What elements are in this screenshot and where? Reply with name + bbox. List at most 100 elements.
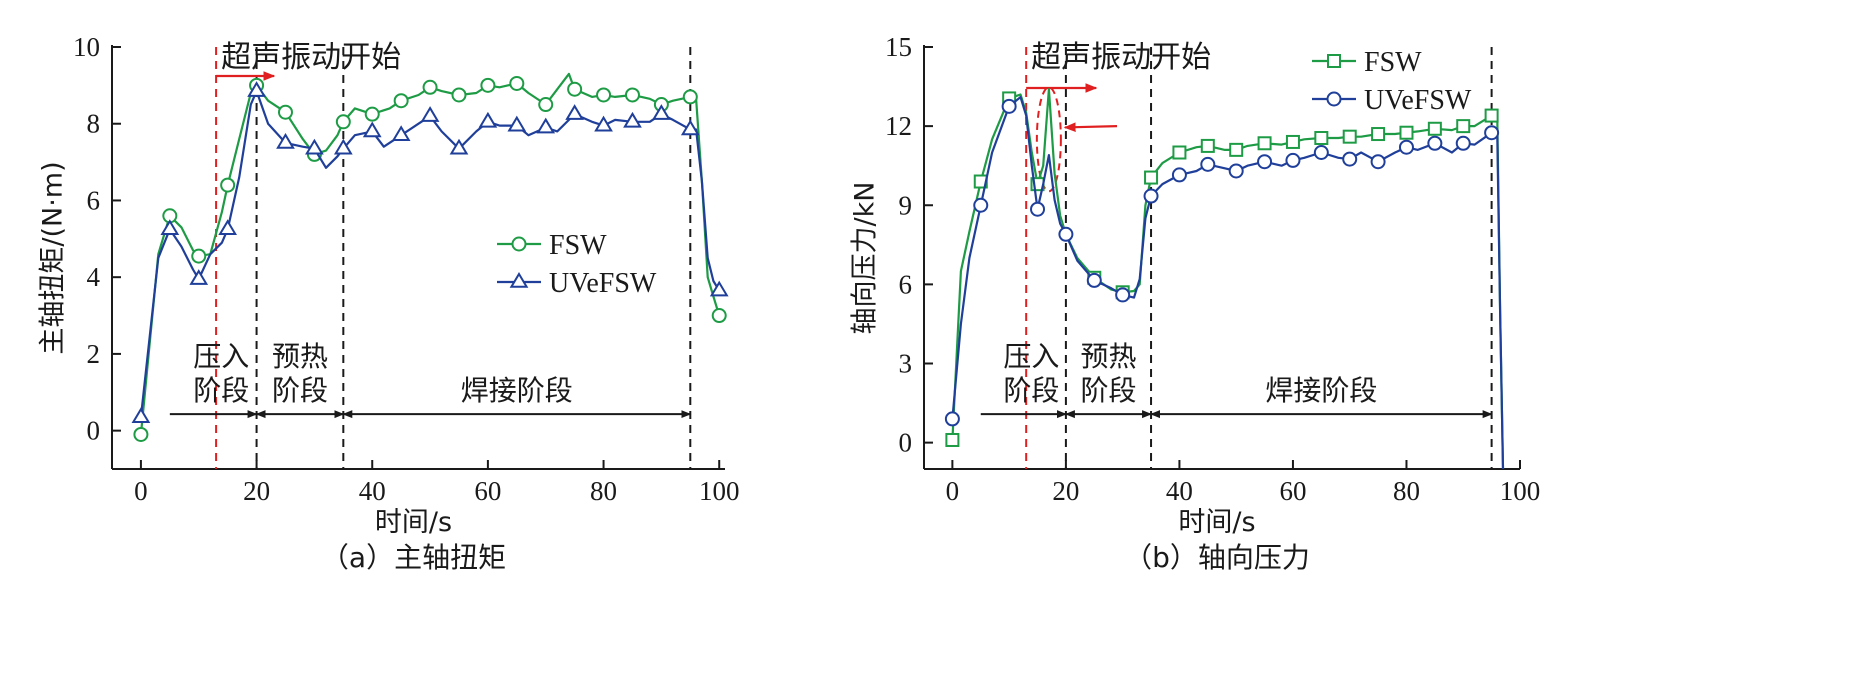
a-ultrasonic-start-text: 超声振动开始 bbox=[221, 40, 401, 75]
a-marker-fsw bbox=[451, 87, 467, 103]
b-marker-fsw bbox=[1371, 127, 1386, 142]
b-marker-uvefsw bbox=[1398, 139, 1414, 155]
a-marker-fsw bbox=[364, 106, 380, 122]
a-marker-fsw bbox=[624, 87, 640, 103]
a-marker-uvefsw bbox=[362, 121, 382, 138]
a-y-tick-label: 10 bbox=[73, 32, 100, 62]
a-marker-fsw bbox=[480, 77, 496, 93]
a-marker-fsw bbox=[596, 87, 612, 103]
a-x-tick-label: 40 bbox=[359, 476, 386, 506]
b-y-axis-label: 轴向压力/kN bbox=[850, 182, 881, 335]
b-marker-fsw bbox=[1257, 136, 1272, 151]
b-y-tick-label: 9 bbox=[899, 190, 913, 220]
b-stage-label-line2: 阶段 bbox=[1003, 374, 1059, 407]
a-x-tick-label: 60 bbox=[474, 476, 501, 506]
b-marker-uvefsw bbox=[1001, 98, 1017, 114]
a-y-tick-label: 0 bbox=[87, 416, 101, 446]
a-marker-uvefsw bbox=[420, 106, 440, 122]
b-marker-fsw bbox=[1427, 121, 1442, 136]
a-marker-fsw bbox=[191, 248, 207, 264]
b-marker-uvefsw bbox=[1455, 135, 1471, 151]
a-marker-fsw bbox=[277, 104, 293, 120]
a-y-tick-label: 8 bbox=[87, 109, 101, 139]
a-marker-uvefsw bbox=[507, 115, 527, 132]
b-marker-uvefsw bbox=[1342, 151, 1358, 167]
a-legend-marker-fsw bbox=[511, 236, 527, 252]
b-marker-uvefsw bbox=[1171, 167, 1187, 183]
b-stage-label-line1: 预热 bbox=[1080, 340, 1136, 373]
chart-a-torque: 0 20 40 60 80 100 0 2 4 6 8 10 时间/s 主轴扭矩/(N·m) （a）主轴扭矩… bbox=[38, 32, 740, 574]
a-marker-uvefsw bbox=[652, 104, 671, 120]
a-marker-fsw bbox=[682, 89, 698, 105]
b-x-tick-label: 100 bbox=[1500, 476, 1541, 506]
b-legend-label-fsw: FSW bbox=[1364, 47, 1422, 78]
a-marker-uvefsw bbox=[449, 138, 469, 155]
a-marker-uvefsw bbox=[218, 219, 238, 236]
a-x-tick-label: 20 bbox=[243, 476, 270, 506]
b-marker-uvefsw bbox=[1427, 135, 1443, 151]
b-legend-marker-fsw bbox=[1327, 54, 1341, 68]
b-marker-fsw bbox=[1342, 129, 1357, 144]
b-x-tick-label: 60 bbox=[1279, 476, 1306, 506]
b-peak-highlight-ellipse bbox=[1035, 86, 1062, 193]
a-marker-fsw bbox=[133, 426, 149, 442]
b-marker-fsw bbox=[1200, 138, 1215, 153]
b-x-tick-label: 0 bbox=[946, 476, 960, 506]
a-marker-fsw bbox=[335, 114, 351, 130]
b-marker-uvefsw bbox=[973, 197, 989, 213]
b-marker-uvefsw bbox=[1228, 163, 1244, 179]
b-marker-uvefsw bbox=[1143, 188, 1159, 204]
b-marker-uvefsw bbox=[1030, 201, 1046, 217]
a-x-tick-label: 100 bbox=[699, 476, 740, 506]
a-marker-uvefsw bbox=[709, 280, 729, 297]
b-marker-fsw bbox=[1229, 142, 1244, 157]
a-marker-fsw bbox=[711, 308, 727, 324]
b-series-line-fsw bbox=[951, 88, 1505, 470]
a-marker-fsw bbox=[509, 75, 525, 91]
a-marker-uvefsw bbox=[391, 125, 411, 142]
a-y-tick-label: 6 bbox=[87, 185, 101, 215]
b-marker-uvefsw bbox=[1313, 145, 1329, 160]
a-marker-uvefsw bbox=[333, 138, 353, 155]
b-stage-label-line1: 压入 bbox=[1003, 340, 1059, 373]
a-x-tick-label: 0 bbox=[134, 476, 148, 506]
a-y-tick-label: 2 bbox=[87, 339, 101, 369]
b-y-tick-label: 15 bbox=[885, 32, 912, 62]
b-marker-fsw bbox=[1144, 170, 1159, 185]
a-y-tick-label: 4 bbox=[87, 262, 101, 292]
a-caption: （a）主轴扭矩 bbox=[321, 541, 506, 574]
a-marker-fsw bbox=[567, 81, 583, 97]
a-marker-uvefsw bbox=[594, 115, 613, 132]
b-y-tick-label: 3 bbox=[899, 349, 913, 379]
b-x-tick-label: 20 bbox=[1052, 476, 1079, 506]
b-series-line-uvefsw bbox=[951, 96, 1505, 470]
a-marker-uvefsw bbox=[565, 104, 584, 120]
a-marker-fsw bbox=[393, 93, 409, 109]
b-y-tick-label: 12 bbox=[885, 111, 912, 141]
a-legend-label-fsw: FSW bbox=[549, 230, 607, 261]
b-x-axis-label: 时间/s bbox=[1178, 507, 1255, 538]
a-stage-label-line1: 压入 bbox=[193, 340, 249, 373]
b-stage-label-line2: 阶段 bbox=[1080, 374, 1136, 407]
b-marker-uvefsw bbox=[1200, 156, 1216, 172]
a-stage-label: 焊接阶段 bbox=[461, 374, 573, 407]
b-marker-fsw bbox=[1285, 134, 1300, 149]
b-marker-fsw bbox=[1314, 130, 1329, 145]
a-legend-label-uvefsw: UVeFSW bbox=[549, 268, 657, 299]
b-marker-uvefsw bbox=[1058, 226, 1074, 242]
a-marker-uvefsw bbox=[623, 111, 642, 128]
a-x-axis-label: 时间/s bbox=[375, 507, 452, 538]
b-caption: （b）轴向压力 bbox=[1124, 541, 1310, 574]
a-marker-uvefsw bbox=[305, 138, 324, 155]
b-y-tick-label: 6 bbox=[899, 269, 913, 299]
b-marker-fsw bbox=[1399, 125, 1414, 140]
b-x-tick-label: 40 bbox=[1166, 476, 1193, 506]
b-x-tick-label: 80 bbox=[1393, 476, 1420, 506]
a-marker-uvefsw bbox=[131, 407, 151, 424]
a-x-tick-label: 80 bbox=[590, 476, 617, 506]
a-y-axis-label: 主轴扭矩/(N·m) bbox=[38, 161, 69, 354]
b-y-tick-label: 0 bbox=[899, 428, 913, 458]
chart-b-axial-force: 0 20 40 60 80 100 0 3 6 9 12 15 时间/s 轴向压力/kN （b）轴向压力 超声… bbox=[850, 32, 1541, 574]
a-marker-uvefsw bbox=[680, 119, 700, 136]
